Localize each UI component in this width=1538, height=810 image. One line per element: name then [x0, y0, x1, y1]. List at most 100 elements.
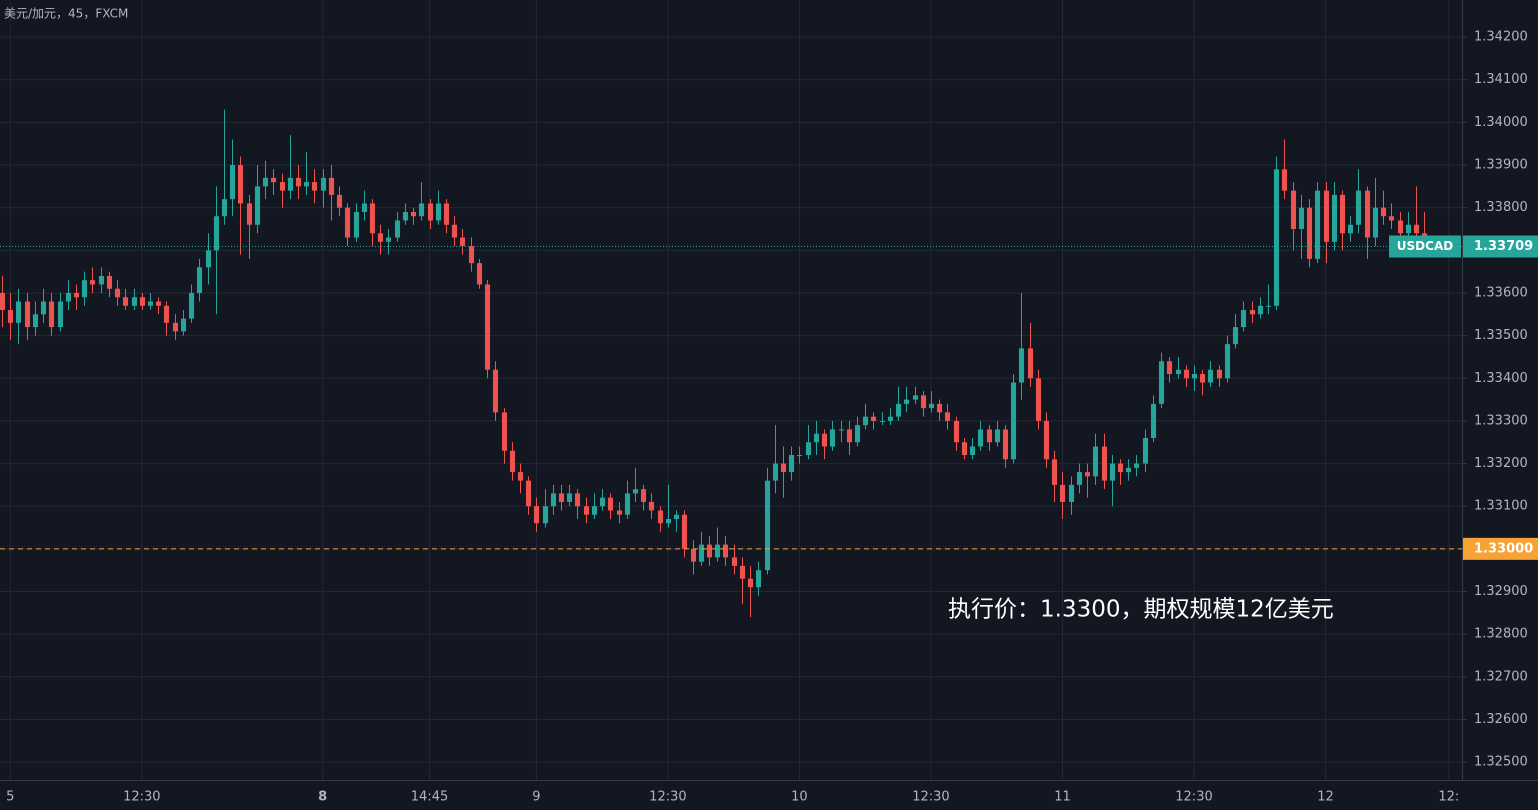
candle-body — [1068, 484, 1075, 502]
x-tick-label: 10 — [791, 790, 808, 805]
candle-body — [344, 207, 351, 238]
candle-body — [640, 489, 647, 502]
candle-body — [879, 420, 886, 422]
candle-body — [542, 506, 549, 524]
candle-body — [377, 233, 384, 242]
candle-body — [903, 399, 910, 404]
candle-body — [525, 480, 532, 507]
candle-body — [229, 165, 236, 200]
candle-body — [1059, 484, 1066, 502]
candle-body — [122, 297, 129, 306]
candle-body — [213, 216, 220, 251]
candle-body — [459, 237, 466, 247]
candle-body — [1035, 378, 1042, 421]
candle-body — [591, 506, 598, 515]
candle-body — [15, 301, 22, 323]
y-tick-label: 1.34000 — [1474, 115, 1528, 130]
candle-body — [1265, 305, 1272, 307]
candle-body — [961, 442, 968, 456]
x-tick-label: 9 — [532, 790, 540, 805]
candle-body — [279, 182, 286, 191]
candle-body — [435, 203, 442, 221]
candle-body — [1117, 463, 1124, 473]
candle-body — [977, 429, 984, 447]
candle-body — [920, 395, 927, 409]
candle-body — [657, 510, 664, 524]
candle-body — [624, 493, 631, 515]
candle-body — [780, 463, 787, 473]
candle-body — [106, 275, 113, 289]
axes: 1.32500 1.32600 1.32700 1.32800 1.32900 1.330… — [6, 30, 1538, 805]
candle-body — [566, 493, 573, 502]
x-tick-label: 12: — [1438, 790, 1459, 805]
candle-body — [1199, 374, 1206, 383]
candle-body — [320, 177, 327, 191]
candle-body — [427, 203, 434, 221]
candle-body — [155, 301, 162, 306]
candle-body — [1314, 190, 1321, 259]
candle-body — [1216, 369, 1223, 379]
candle-body — [57, 301, 64, 328]
candle-body — [731, 557, 738, 566]
candle-body — [89, 280, 96, 285]
candle-body — [517, 472, 524, 481]
candle-body — [353, 211, 360, 238]
candle-body — [739, 565, 746, 579]
candle-body — [73, 292, 80, 298]
price-name: USDCAD — [1397, 239, 1453, 253]
candle-body — [813, 433, 820, 443]
candle-body — [772, 463, 779, 481]
candle-body — [805, 442, 812, 456]
candle-body — [394, 220, 401, 238]
candle-body — [533, 506, 540, 524]
candle-body — [714, 544, 721, 558]
x-tick-label: 12:30 — [912, 790, 949, 805]
candle-body — [1240, 310, 1247, 328]
candle-body — [1191, 374, 1198, 379]
candle-body — [180, 318, 187, 332]
candle-body — [558, 493, 565, 502]
candle-body — [616, 510, 623, 515]
candle-body — [1027, 348, 1034, 379]
candle-body — [887, 416, 894, 421]
candle-body — [188, 292, 195, 319]
x-tick-label: 5 — [6, 790, 14, 805]
candle-body — [665, 519, 672, 524]
candle-body — [870, 416, 877, 421]
candle-body — [1183, 369, 1190, 379]
candle-body — [1232, 327, 1239, 345]
candle-body — [1051, 459, 1058, 485]
candle-body — [1397, 220, 1404, 234]
x-tick-label: 12:30 — [649, 790, 686, 805]
candle-body — [501, 412, 508, 451]
price-tag — [1463, 235, 1538, 258]
candle-body — [254, 186, 261, 225]
candle-body — [492, 369, 499, 413]
candle-body — [131, 297, 138, 306]
candle-body — [1306, 207, 1313, 259]
candle-body — [1257, 305, 1264, 315]
candle-body — [829, 429, 836, 447]
x-tick-label: 14:45 — [411, 790, 448, 805]
candle-body — [1150, 403, 1157, 438]
candle-body — [846, 429, 853, 443]
candle-body — [1076, 472, 1083, 485]
candle-body — [1388, 216, 1395, 221]
candle-body — [410, 211, 417, 217]
candle-body — [681, 514, 688, 549]
candle-body — [196, 267, 203, 293]
candle-body — [1372, 207, 1379, 238]
candle-body — [385, 237, 392, 242]
candle-body — [821, 433, 828, 447]
candle-body — [994, 429, 1001, 443]
candle-body — [648, 501, 655, 511]
plot — [0, 109, 1462, 618]
candle-body — [1355, 190, 1362, 225]
candle-body — [1018, 348, 1025, 383]
candle-body — [1290, 190, 1297, 230]
y-tick-label: 1.33900 — [1474, 158, 1528, 173]
candle-body — [336, 194, 343, 208]
candle-body — [1405, 224, 1412, 234]
candle-body — [139, 297, 146, 306]
candle-body — [1002, 429, 1009, 460]
